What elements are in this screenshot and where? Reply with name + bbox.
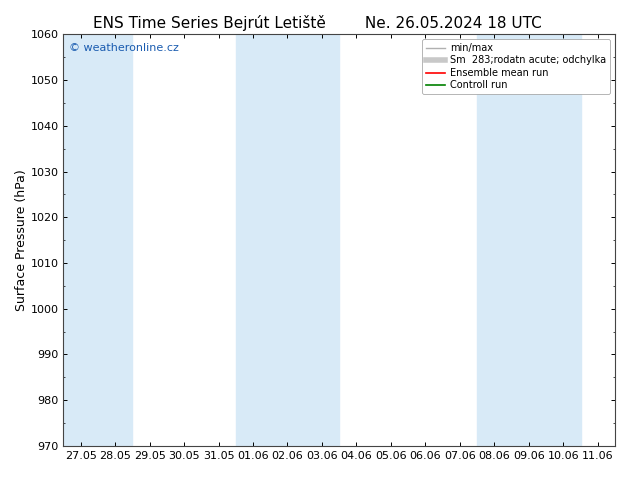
Bar — [236, 34, 339, 446]
Legend: min/max, Sm  283;rodatn acute; odchylka, Ensemble mean run, Controll run: min/max, Sm 283;rodatn acute; odchylka, … — [422, 39, 610, 94]
Y-axis label: Surface Pressure (hPa): Surface Pressure (hPa) — [15, 169, 28, 311]
Text: ENS Time Series Bejrút Letiště        Ne. 26.05.2024 18 UTC: ENS Time Series Bejrút Letiště Ne. 26.05… — [93, 15, 541, 31]
Bar — [63, 34, 133, 446]
Text: © weatheronline.cz: © weatheronline.cz — [69, 43, 179, 52]
Bar — [477, 34, 581, 446]
